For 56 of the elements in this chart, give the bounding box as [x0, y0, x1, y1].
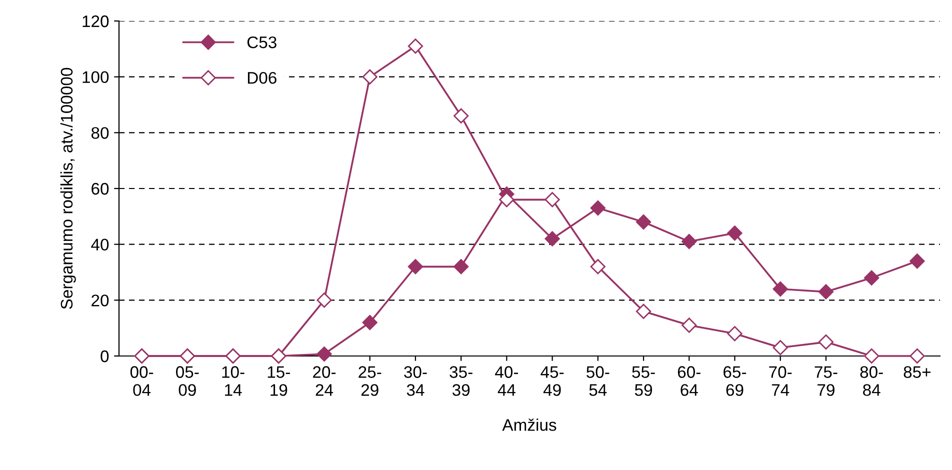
- point: [544, 192, 560, 208]
- point: [910, 254, 925, 269]
- x-tick-label: 10- 14: [222, 366, 244, 396]
- y-tick-label: 100: [82, 71, 109, 84]
- point: [772, 281, 788, 297]
- y-tick-label: 60: [92, 182, 109, 195]
- x-tick-label: 70- 74: [769, 366, 792, 396]
- point: [544, 231, 560, 246]
- y-tick-label: 80: [91, 127, 109, 139]
- point: [682, 234, 697, 250]
- point: [590, 259, 606, 274]
- point: [636, 304, 652, 319]
- point: [636, 214, 652, 230]
- point: [682, 318, 697, 333]
- y-axis-title: Sergamumo rodiklis, atv./100000: [60, 68, 76, 309]
- y-tick-label: 0: [100, 350, 109, 362]
- legend-label: C53: [247, 36, 276, 48]
- x-tick-label: 85+: [904, 366, 931, 378]
- point: [727, 226, 742, 241]
- x-tick-label: 25- 29: [358, 366, 382, 396]
- point: [408, 259, 424, 274]
- x-tick-label: 00- 04: [130, 366, 154, 396]
- point: [499, 192, 514, 208]
- point: [590, 200, 606, 216]
- y-tick-label: 40: [91, 238, 109, 251]
- point: [408, 38, 424, 54]
- x-tick-label: 30- 34: [404, 366, 427, 396]
- y-tick-label: 20: [92, 294, 109, 306]
- point: [910, 348, 925, 364]
- x-tick-label: 45- 49: [540, 366, 564, 396]
- x-tick-label: 05- 09: [176, 366, 199, 396]
- point: [362, 69, 378, 84]
- x-tick-label: 60- 64: [678, 366, 700, 396]
- point: [818, 284, 834, 300]
- x-tick-label: 40- 44: [495, 366, 518, 396]
- x-axis-title: Amžius: [502, 418, 556, 431]
- x-tick-label: 65- 69: [724, 366, 746, 396]
- x-tick-label: 80- 84: [860, 366, 883, 396]
- point: [727, 326, 742, 342]
- x-tick-label: 75- 79: [814, 366, 838, 396]
- point: [362, 314, 378, 330]
- y-tick-label: 120: [82, 15, 109, 28]
- point: [454, 259, 469, 274]
- point: [864, 270, 880, 286]
- x-tick-label: 50- 54: [586, 366, 610, 396]
- point: [316, 346, 332, 362]
- x-tick-label: 35- 39: [450, 366, 472, 396]
- point: [864, 348, 880, 364]
- x-tick-label: 55- 59: [632, 366, 655, 396]
- x-tick-label: 20- 24: [313, 366, 336, 396]
- legend-label: D06: [248, 72, 276, 84]
- point: [772, 340, 788, 356]
- x-tick-label: 15- 19: [268, 366, 290, 396]
- point: [316, 292, 332, 308]
- point: [818, 334, 834, 350]
- point: [454, 108, 469, 124]
